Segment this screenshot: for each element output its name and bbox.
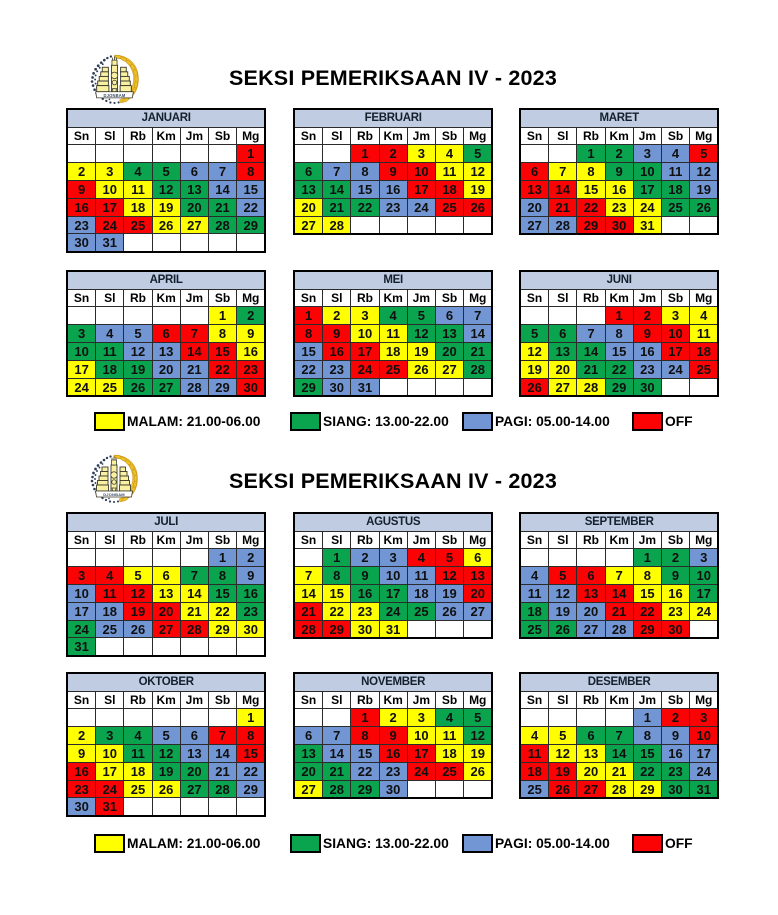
svg-text:DJONBAM: DJONBAM xyxy=(103,93,125,98)
svg-text:DJONBAM: DJONBAM xyxy=(103,492,125,497)
